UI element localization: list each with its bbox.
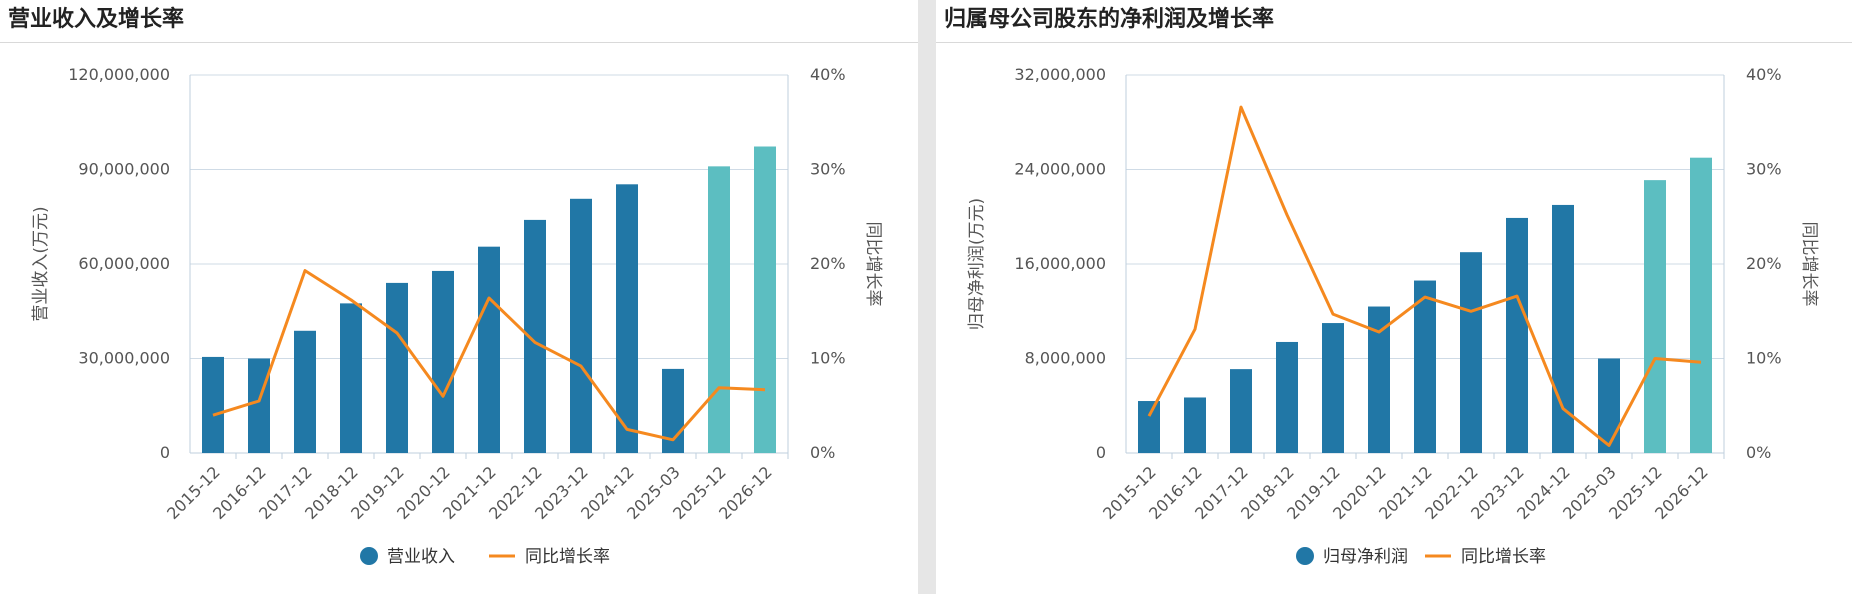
bar [754, 146, 776, 453]
bar [386, 282, 408, 453]
growth-rate-line [1147, 105, 1702, 447]
panel-separator [918, 0, 936, 594]
bar [708, 166, 730, 453]
y-right-tick-label: 30% [1746, 160, 1782, 179]
legend-bar-swatch [360, 547, 378, 565]
panel-title: 营业收入及增长率 [8, 7, 185, 32]
revenue-growth-chart: 0 0% 30,000,000 10% 60,000,000 20% 90,000,000 3… [31, 65, 883, 567]
y-right-tick-label: 40% [810, 65, 846, 84]
title-divider [936, 42, 1852, 43]
y-right-tick-label: 30% [810, 160, 846, 179]
y-right-tick-label: 10% [810, 349, 846, 368]
y-tick-label: 24,000,000 [1014, 160, 1106, 179]
y-right-tick-label: 0% [1746, 443, 1771, 462]
bar [1276, 341, 1298, 453]
legend-label: 营业收入 [387, 547, 455, 567]
bar [1184, 397, 1206, 453]
bar [1414, 280, 1436, 453]
panel-title: 归属母公司股东的净利润及增长率 [944, 7, 1275, 32]
y-tick-label: 32,000,000 [1014, 65, 1106, 84]
y-tick-label: 0 [1096, 443, 1106, 462]
bar [1460, 252, 1482, 453]
net-profit-growth-chart: 0 0% 8,000,000 10% 16,000,000 20% 24,000,000 30… [967, 65, 1819, 567]
y-right-tick-label: 10% [1746, 349, 1782, 368]
bar [340, 303, 362, 453]
y-right-tick-label: 20% [1746, 254, 1782, 273]
title-divider [0, 42, 918, 43]
growth-rate-line [212, 269, 766, 442]
bar [570, 198, 592, 453]
bar [1322, 323, 1344, 453]
bar [294, 330, 316, 453]
y-right-axis-title: 同比增长率 [1799, 222, 1819, 307]
legend-bar-swatch [1296, 547, 1314, 565]
bar [1368, 306, 1390, 453]
legend-label: 同比增长率 [525, 547, 610, 567]
bar [616, 184, 638, 453]
bar [524, 219, 546, 453]
y-right-tick-label: 40% [1746, 65, 1782, 84]
net-profit-panel: 归属母公司股东的净利润及增长率 0 0% 8,000,000 10% 16,000,00… [936, 0, 1852, 594]
bar [1552, 204, 1574, 453]
bar [1506, 217, 1528, 453]
bar [478, 246, 500, 453]
y-right-tick-label: 0% [810, 443, 835, 462]
bar [248, 358, 270, 453]
bar [1230, 369, 1252, 453]
bar [1690, 157, 1712, 453]
y-axis-title: 归母净利润(万元) [967, 198, 987, 330]
bar [1644, 180, 1666, 453]
y-tick-label: 8,000,000 [1025, 349, 1106, 368]
y-tick-label: 60,000,000 [78, 254, 170, 273]
bar [1598, 358, 1620, 453]
y-tick-label: 30,000,000 [78, 349, 170, 368]
legend-label: 同比增长率 [1461, 547, 1546, 567]
bar [1138, 401, 1160, 453]
y-axis-title: 营业收入(万元) [31, 206, 51, 321]
y-tick-label: 90,000,000 [78, 160, 170, 179]
legend-label: 归母净利润 [1323, 547, 1408, 567]
y-tick-label: 16,000,000 [1014, 254, 1106, 273]
bar [202, 356, 224, 453]
bar [432, 270, 454, 453]
y-tick-label: 120,000,000 [68, 65, 170, 84]
y-right-tick-label: 20% [810, 254, 846, 273]
revenue-panel: 营业收入及增长率 0 0% 30,000,000 10% 60,000,000 20% 90… [0, 0, 918, 594]
y-right-axis-title: 同比增长率 [863, 222, 883, 307]
y-tick-label: 0 [160, 443, 170, 462]
